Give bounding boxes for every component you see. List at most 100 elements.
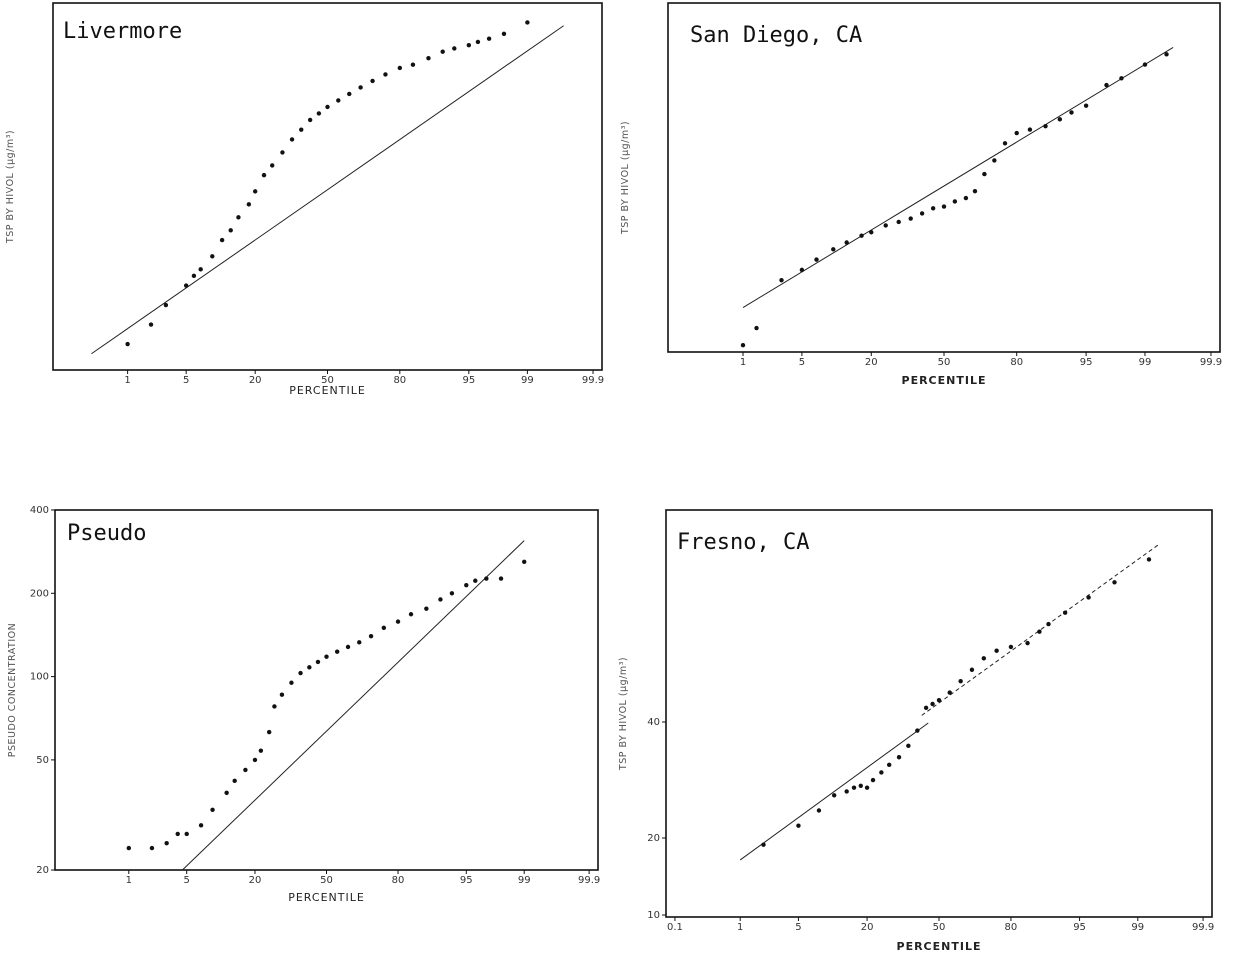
data-point: [440, 49, 445, 54]
data-point: [452, 46, 457, 51]
data-point: [814, 257, 819, 262]
data-point: [383, 72, 388, 77]
data-point: [266, 729, 272, 735]
data-point: [270, 163, 275, 168]
data-point: [289, 137, 295, 142]
data-point: [424, 606, 429, 611]
data-point: [930, 206, 936, 211]
data-point: [397, 65, 403, 71]
x-tick-label: 99.9: [1200, 357, 1222, 368]
y-tick-label: 100: [30, 672, 49, 683]
data-point: [779, 277, 784, 283]
data-point: [869, 230, 874, 235]
x-tick-label: 1: [737, 922, 743, 933]
data-point: [232, 778, 237, 784]
data-point: [280, 150, 285, 155]
data-point: [191, 273, 197, 279]
data-point: [243, 767, 248, 773]
x-tick-label: 80: [393, 375, 406, 386]
y-axis-label: TSP BY HIVOL (μg/m³): [620, 121, 631, 235]
x-tick-label: 20: [861, 922, 874, 933]
data-point: [879, 770, 884, 775]
data-point: [316, 111, 322, 116]
data-point: [844, 240, 849, 245]
data-point: [851, 785, 857, 790]
x-tick-label: 99: [518, 875, 531, 886]
data-point: [236, 215, 241, 220]
data-point: [525, 20, 530, 25]
data-point: [219, 237, 225, 243]
x-tick-label: 80: [392, 875, 405, 886]
data-point: [1062, 610, 1068, 615]
y-tick-label: 10: [647, 910, 660, 921]
data-point: [426, 56, 431, 61]
data-point: [498, 576, 504, 581]
y-tick-label: 20: [647, 833, 660, 844]
chart-panel-2: San Diego, CA 1 5 20 50 80 95 99 99.9 PERCENTILE T…: [620, 2, 1222, 387]
data-point: [1164, 52, 1169, 57]
x-tick-label: 95: [460, 875, 473, 886]
x-tick-label: 95: [1073, 922, 1086, 933]
data-point: [870, 777, 876, 783]
plot-frame: [52, 2, 603, 371]
data-point: [345, 644, 351, 650]
y-tick-label: 40: [647, 717, 660, 728]
data-point: [148, 322, 154, 327]
data-point: [261, 172, 267, 178]
data-point: [947, 690, 952, 695]
data-point: [408, 612, 414, 617]
data-point: [307, 665, 312, 670]
data-point: [381, 625, 387, 631]
data-point: [1069, 110, 1074, 115]
data-point: [799, 267, 805, 273]
x-axis-label: PERCENTILE: [288, 891, 365, 904]
data-point: [886, 762, 892, 768]
y-tick-label: 20: [36, 865, 49, 876]
data-point: [864, 785, 870, 790]
x-tick-label: 99.9: [1192, 922, 1214, 933]
data-point: [972, 188, 978, 194]
data-point: [915, 728, 920, 733]
data-point: [395, 619, 401, 624]
x-axis-label: PERCENTILE: [897, 940, 982, 953]
data-point: [859, 233, 864, 238]
data-point: [163, 302, 169, 308]
data-point: [883, 223, 888, 228]
data-point: [484, 576, 489, 581]
x-tick-label: 5: [795, 922, 801, 933]
x-axis-label: PERCENTILE: [902, 374, 987, 387]
x-tick-label: 50: [938, 357, 951, 368]
data-point: [370, 78, 375, 84]
panel-title: San Diego, CA: [690, 23, 862, 48]
data-point: [224, 790, 229, 796]
x-tick-label: 5: [184, 875, 190, 886]
data-point: [358, 85, 363, 90]
data-point: [357, 640, 362, 645]
data-point: [473, 578, 478, 583]
data-point: [149, 845, 155, 851]
data-point: [325, 104, 330, 110]
data-point: [908, 216, 913, 221]
x-tick-label: 99: [521, 375, 534, 386]
data-point: [368, 633, 374, 639]
data-point: [1083, 103, 1089, 108]
data-point: [1112, 580, 1117, 585]
data-point: [941, 204, 947, 209]
data-point: [896, 755, 902, 760]
plot-frame: [667, 2, 1221, 353]
x-tick-label: 50: [321, 375, 334, 386]
data-point: [796, 823, 801, 828]
data-point: [831, 793, 837, 798]
data-point: [410, 62, 416, 67]
data-point: [761, 842, 766, 847]
data-point: [299, 127, 304, 132]
data-point: [1002, 141, 1008, 146]
fit-line: [91, 25, 564, 355]
x-tick-label: 99.9: [582, 375, 604, 386]
data-point: [464, 582, 469, 588]
data-point: [198, 823, 204, 828]
x-tick-label: 20: [865, 357, 878, 368]
data-point: [279, 692, 285, 697]
data-point: [449, 591, 455, 596]
x-tick-label: 95: [462, 375, 475, 386]
